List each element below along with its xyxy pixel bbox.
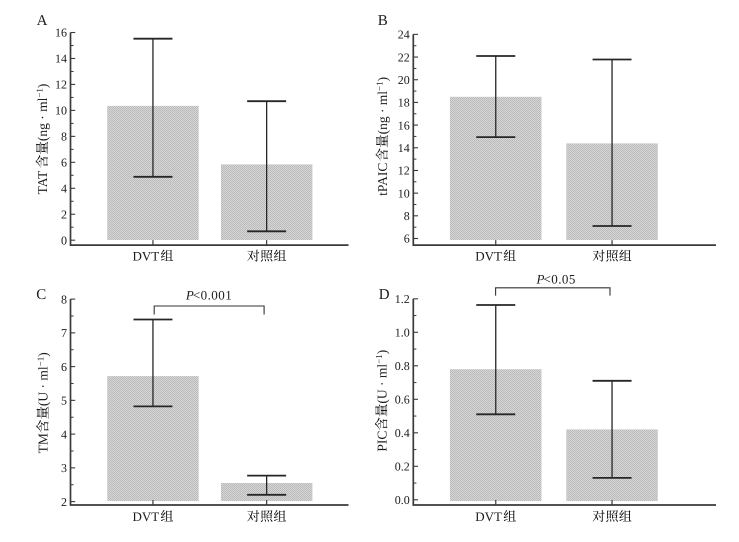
svg-text:DVT: DVT xyxy=(132,249,159,264)
svg-text:(U · ml: (U · ml xyxy=(374,364,389,404)
svg-text:12: 12 xyxy=(398,164,410,178)
svg-text:16: 16 xyxy=(55,26,67,40)
svg-text:6: 6 xyxy=(404,232,410,246)
svg-text:24: 24 xyxy=(398,28,410,42)
svg-text:0.0: 0.0 xyxy=(395,493,410,507)
svg-text:0.6: 0.6 xyxy=(395,393,410,407)
svg-text:(U · ml: (U · ml xyxy=(36,366,51,406)
svg-text:5: 5 xyxy=(61,394,67,408)
svg-text:C: C xyxy=(36,287,46,303)
svg-text:8: 8 xyxy=(404,209,410,223)
svg-text:1.2: 1.2 xyxy=(395,292,410,306)
svg-text:PIC: PIC xyxy=(374,431,389,452)
svg-text:6: 6 xyxy=(61,156,67,170)
svg-text:0: 0 xyxy=(61,233,67,247)
svg-text:TAT: TAT xyxy=(35,170,50,194)
svg-text:3: 3 xyxy=(61,461,67,475)
svg-text:): ) xyxy=(375,77,390,82)
svg-text:16: 16 xyxy=(398,118,410,132)
svg-text:<0.05: <0.05 xyxy=(543,271,575,286)
svg-text:P: P xyxy=(535,271,544,286)
svg-text:8: 8 xyxy=(61,130,67,144)
svg-text:22: 22 xyxy=(398,50,410,64)
svg-text:DVT: DVT xyxy=(475,509,502,524)
svg-text:2: 2 xyxy=(61,495,67,509)
svg-text:4: 4 xyxy=(61,181,67,195)
svg-text:6: 6 xyxy=(61,360,67,374)
svg-text:(ng · ml: (ng · ml xyxy=(375,91,390,135)
svg-text:−1: −1 xyxy=(375,81,385,91)
svg-text:D: D xyxy=(379,287,390,303)
svg-text:8: 8 xyxy=(61,292,67,306)
svg-text:P: P xyxy=(185,288,194,303)
svg-text:tPAIC: tPAIC xyxy=(375,163,390,196)
svg-text:10: 10 xyxy=(398,186,410,200)
svg-text:10: 10 xyxy=(55,104,67,118)
svg-text:18: 18 xyxy=(398,96,410,110)
svg-text:DVT: DVT xyxy=(475,249,502,264)
svg-text:14: 14 xyxy=(55,52,67,66)
svg-text:4: 4 xyxy=(61,427,67,441)
svg-text:−1: −1 xyxy=(374,354,384,364)
svg-text:−1: −1 xyxy=(35,88,45,98)
svg-text:TM: TM xyxy=(36,433,51,453)
svg-text:): ) xyxy=(374,350,389,355)
svg-text:0.2: 0.2 xyxy=(395,460,410,474)
svg-text:(ng · ml: (ng · ml xyxy=(35,97,50,141)
svg-text:B: B xyxy=(378,13,388,29)
svg-text:): ) xyxy=(36,352,51,357)
svg-text:−1: −1 xyxy=(35,357,45,367)
svg-text:20: 20 xyxy=(398,73,410,87)
svg-text:A: A xyxy=(37,13,48,29)
svg-text:14: 14 xyxy=(398,141,410,155)
svg-text:0.8: 0.8 xyxy=(395,359,410,373)
svg-text:2: 2 xyxy=(61,207,67,221)
svg-text:<0.001: <0.001 xyxy=(193,288,232,303)
svg-text:12: 12 xyxy=(55,78,67,92)
svg-text:7: 7 xyxy=(61,326,67,340)
svg-text:1.0: 1.0 xyxy=(395,326,410,340)
svg-text:): ) xyxy=(35,84,50,89)
svg-text:0.4: 0.4 xyxy=(395,426,410,440)
svg-text:DVT: DVT xyxy=(132,509,159,524)
